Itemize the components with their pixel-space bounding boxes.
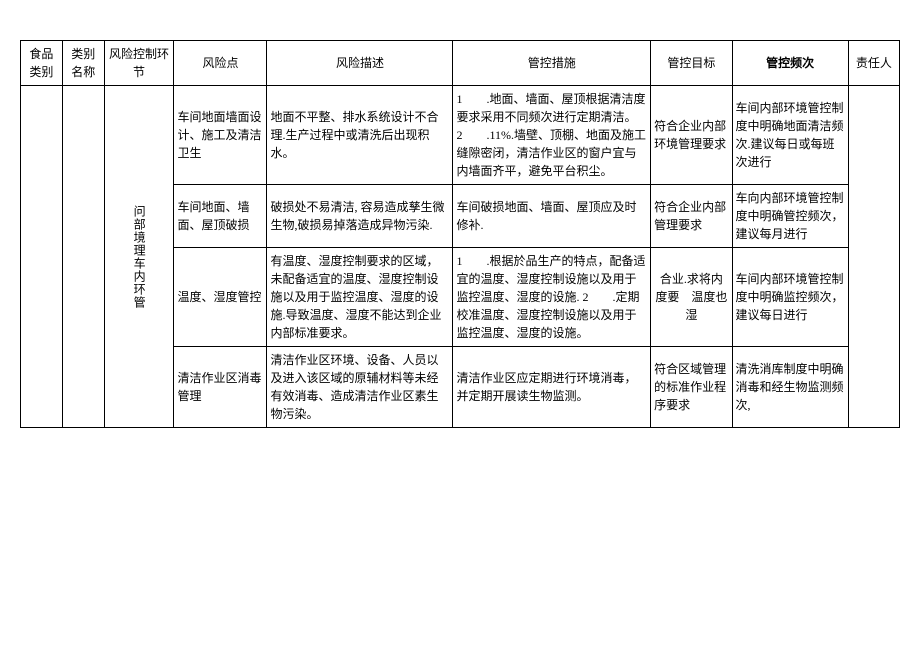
cell-risk-point: 车间地面、墙面、屋顶破损 xyxy=(174,185,267,248)
header-measure: 管控措施 xyxy=(453,41,651,86)
cell-measure: 1 .地面、墙面、屋顶根据清洁度要求采用不同频次进行定期清洁。 2 .11%.墙… xyxy=(453,86,651,185)
cell-target: 符合企业内部管理要求 xyxy=(651,185,732,248)
cell-risk-point: 清洁作业区消毒管理 xyxy=(174,347,267,428)
header-target: 管控目标 xyxy=(651,41,732,86)
header-risk-link: 风险控制环节 xyxy=(104,41,174,86)
cell-target: 合业.求将内度要 温度也 湿 xyxy=(651,248,732,347)
cell-measure: 车间破损地面、墙面、屋顶应及时修补. xyxy=(453,185,651,248)
cell-target: 符合企业内部环境管理要求 xyxy=(651,86,732,185)
header-risk-desc: 风险描述 xyxy=(267,41,453,86)
cell-risk-desc: 有温度、湿度控制要求的区域，未配备适宜的温度、湿度控制设施以及用于监控温度、湿度… xyxy=(267,248,453,347)
header-risk-point: 风险点 xyxy=(174,41,267,86)
cell-target: 符合区域管理的标准作业程序要求 xyxy=(651,347,732,428)
header-frequency: 管控频次 xyxy=(732,41,848,86)
risk-link-label: 问部境理车内环管 xyxy=(130,205,148,309)
cell-frequency: 清洗消库制度中明确消毒和经生物监测频次, xyxy=(732,347,848,428)
risk-control-table: 食品类别 类别名称 风险控制环节 风险点 风险描述 管控措施 管控目标 管控频次… xyxy=(20,40,900,428)
cell-risk-point: 温度、湿度管控 xyxy=(174,248,267,347)
cell-frequency: 车间内部环境管控制度中明确监控频次，建议每日进行 xyxy=(732,248,848,347)
cell-risk-point: 车间地面墙面设计、施工及清洁卫生 xyxy=(174,86,267,185)
cell-category-name xyxy=(62,86,104,428)
table-header-row: 食品类别 类别名称 风险控制环节 风险点 风险描述 管控措施 管控目标 管控频次… xyxy=(21,41,900,86)
header-food-category: 食品类别 xyxy=(21,41,63,86)
header-category-name: 类别名称 xyxy=(62,41,104,86)
cell-risk-desc: 破损处不易清洁, 容易造成孳生微生物,破损易掉落造成异物污染. xyxy=(267,185,453,248)
cell-frequency: 车间内部环境管控制度中明确地面清洁频次.建议每日或每班次进行 xyxy=(732,86,848,185)
cell-risk-desc: 地面不平整、排水系统设计不合理.生产过程中或清洗后出现积水。 xyxy=(267,86,453,185)
cell-frequency: 车向内部环境管控制度中明确管控频次，建议每月进行 xyxy=(732,185,848,248)
cell-responsible xyxy=(848,86,899,428)
cell-measure: 1 .根据於品生产的特点，配备适宜的温度、湿度控制设施以及用于监控温度、湿度的设… xyxy=(453,248,651,347)
header-responsible: 责任人 xyxy=(848,41,899,86)
cell-risk-link: 问部境理车内环管 xyxy=(104,86,174,428)
cell-risk-desc: 清洁作业区环境、设备、人员以及进入该区域的原辅材料等未经有效消毒、造成清洁作业区… xyxy=(267,347,453,428)
cell-food-category xyxy=(21,86,63,428)
table-row: 问部境理车内环管 车间地面墙面设计、施工及清洁卫生 地面不平整、排水系统设计不合… xyxy=(21,86,900,185)
cell-measure: 清洁作业区应定期进行环境消毒，并定期开展读生物监测。 xyxy=(453,347,651,428)
